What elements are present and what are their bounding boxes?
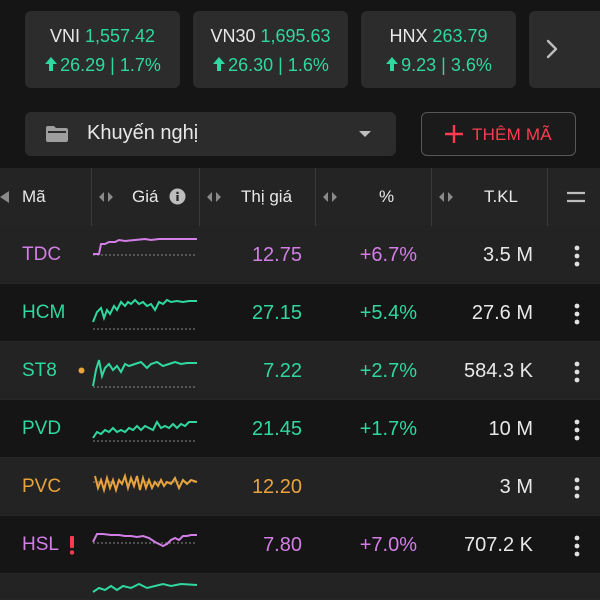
row-symbol: ST8 (22, 360, 57, 381)
table-row[interactable]: PVD 21.45 +1.7% 10 M (0, 400, 600, 458)
row-volume: 707.2 K (464, 534, 533, 556)
watchlist-dropdown[interactable]: Khuyến nghị (25, 112, 396, 156)
row-volume: 3.5 M (482, 244, 533, 266)
table-row[interactable]: TDC 12.75 +6.7% 3.5 M (0, 226, 600, 284)
row-percent: +6.7% (359, 244, 417, 266)
row-percent: +2.7% (359, 360, 417, 382)
row-symbol: PVD (22, 418, 62, 439)
more-vertical-icon[interactable] (573, 303, 581, 325)
table-row[interactable]: HSL 7.80 +7.0% 707.2 K (0, 516, 600, 574)
arrow-up-icon (386, 57, 399, 71)
index-cards: VNI 1,557.42 26.29 | 1.7% VN30 1,695.63 … (0, 0, 600, 100)
col-price[interactable]: Thị giá (200, 168, 315, 226)
next-indices-button[interactable] (529, 11, 600, 88)
sort-arrows-icon (439, 192, 453, 202)
sort-arrows-icon (99, 192, 113, 202)
chevron-right-icon (546, 39, 558, 59)
table-row[interactable]: PVC 12.20 3 M (0, 458, 600, 516)
sparkline-chart (93, 472, 198, 494)
sort-arrows-icon (323, 192, 337, 202)
sort-arrows-icon (207, 192, 221, 202)
row-price: 12.75 (251, 244, 302, 266)
index-name: HNX (389, 26, 428, 46)
row-volume: 584.3 K (464, 360, 533, 382)
index-value: 1,695.63 (260, 26, 331, 46)
row-percent: +5.4% (359, 302, 417, 324)
add-symbol-button[interactable]: THÊM MÃ (421, 112, 576, 156)
watchlist-label: Khuyến nghị (87, 122, 199, 144)
column-divider (547, 168, 548, 226)
row-price: 12.20 (251, 476, 302, 498)
column-divider (199, 168, 200, 226)
index-name: VN30 (210, 26, 256, 46)
col-percent[interactable]: % (316, 168, 431, 226)
row-symbol: HSL (22, 534, 59, 555)
index-change: 9.23 | 3.6% (401, 55, 492, 75)
index-change: 26.29 | 1.7% (60, 55, 161, 75)
add-symbol-label: THÊM MÃ (472, 125, 552, 144)
sort-arrows-icon[interactable] (0, 190, 10, 204)
index-value: 263.79 (432, 26, 488, 46)
more-vertical-icon[interactable] (573, 477, 581, 499)
row-volume: 10 M (488, 418, 533, 440)
sparkline-chart (92, 582, 198, 593)
col-chart[interactable]: Giá (92, 168, 199, 226)
more-vertical-icon[interactable] (573, 535, 581, 557)
row-symbol: PVC (22, 476, 62, 497)
col-volume[interactable]: T.KL (432, 168, 547, 226)
index-change: 26.30 | 1.6% (228, 55, 329, 75)
index-card-vni[interactable]: VNI 1,557.42 26.29 | 1.7% (25, 11, 180, 88)
table-row[interactable]: HCM 27.15 +5.4% 27.6 M (0, 284, 600, 342)
row-price: 27.15 (251, 302, 302, 324)
more-vertical-icon[interactable] (573, 419, 581, 441)
row-percent: +7.0% (359, 534, 417, 556)
sparkline-chart (93, 237, 197, 256)
plus-icon (445, 125, 463, 143)
column-divider (431, 168, 432, 226)
more-vertical-icon[interactable] (573, 361, 581, 383)
status-dot-icon (78, 367, 85, 374)
row-symbol: TDC (22, 244, 62, 265)
folder-icon (46, 126, 68, 142)
row-volume: 27.6 M (471, 302, 533, 324)
table-row[interactable]: ST8 7.22 +2.7% 584.3 K (0, 342, 600, 400)
table-row-partial[interactable] (0, 574, 600, 600)
sparkline-chart (92, 359, 197, 388)
arrow-up-icon (45, 57, 58, 71)
table-header: Mã Giá Thị giá % T.KL (0, 168, 600, 226)
row-price: 21.45 (251, 418, 302, 440)
index-name: VNI (49, 26, 80, 46)
column-divider (315, 168, 316, 226)
row-price: 7.22 (263, 360, 302, 382)
sparkline-chart (92, 420, 197, 442)
row-price: 7.80 (263, 534, 302, 556)
alert-icon (69, 536, 75, 555)
column-divider (91, 168, 92, 226)
row-symbol: HCM (22, 302, 66, 323)
hamburger-icon[interactable] (566, 190, 586, 204)
caret-down-icon (359, 131, 371, 137)
more-vertical-icon[interactable] (573, 245, 581, 267)
arrow-up-icon (213, 57, 226, 71)
index-card-hnx[interactable]: HNX 263.79 9.23 | 3.6% (361, 11, 516, 88)
row-percent: +1.7% (359, 418, 417, 440)
index-value: 1,557.42 (84, 26, 156, 46)
sparkline-chart (92, 533, 197, 548)
index-card-vn30[interactable]: VN30 1,695.63 26.30 | 1.6% (193, 11, 348, 88)
col-symbol[interactable]: Mã (22, 187, 46, 206)
sparkline-chart (92, 298, 197, 330)
row-volume: 3 M (499, 476, 533, 498)
info-icon[interactable] (169, 188, 186, 205)
